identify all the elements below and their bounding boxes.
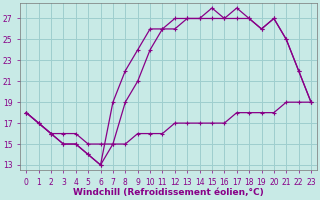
- X-axis label: Windchill (Refroidissement éolien,°C): Windchill (Refroidissement éolien,°C): [73, 188, 264, 197]
